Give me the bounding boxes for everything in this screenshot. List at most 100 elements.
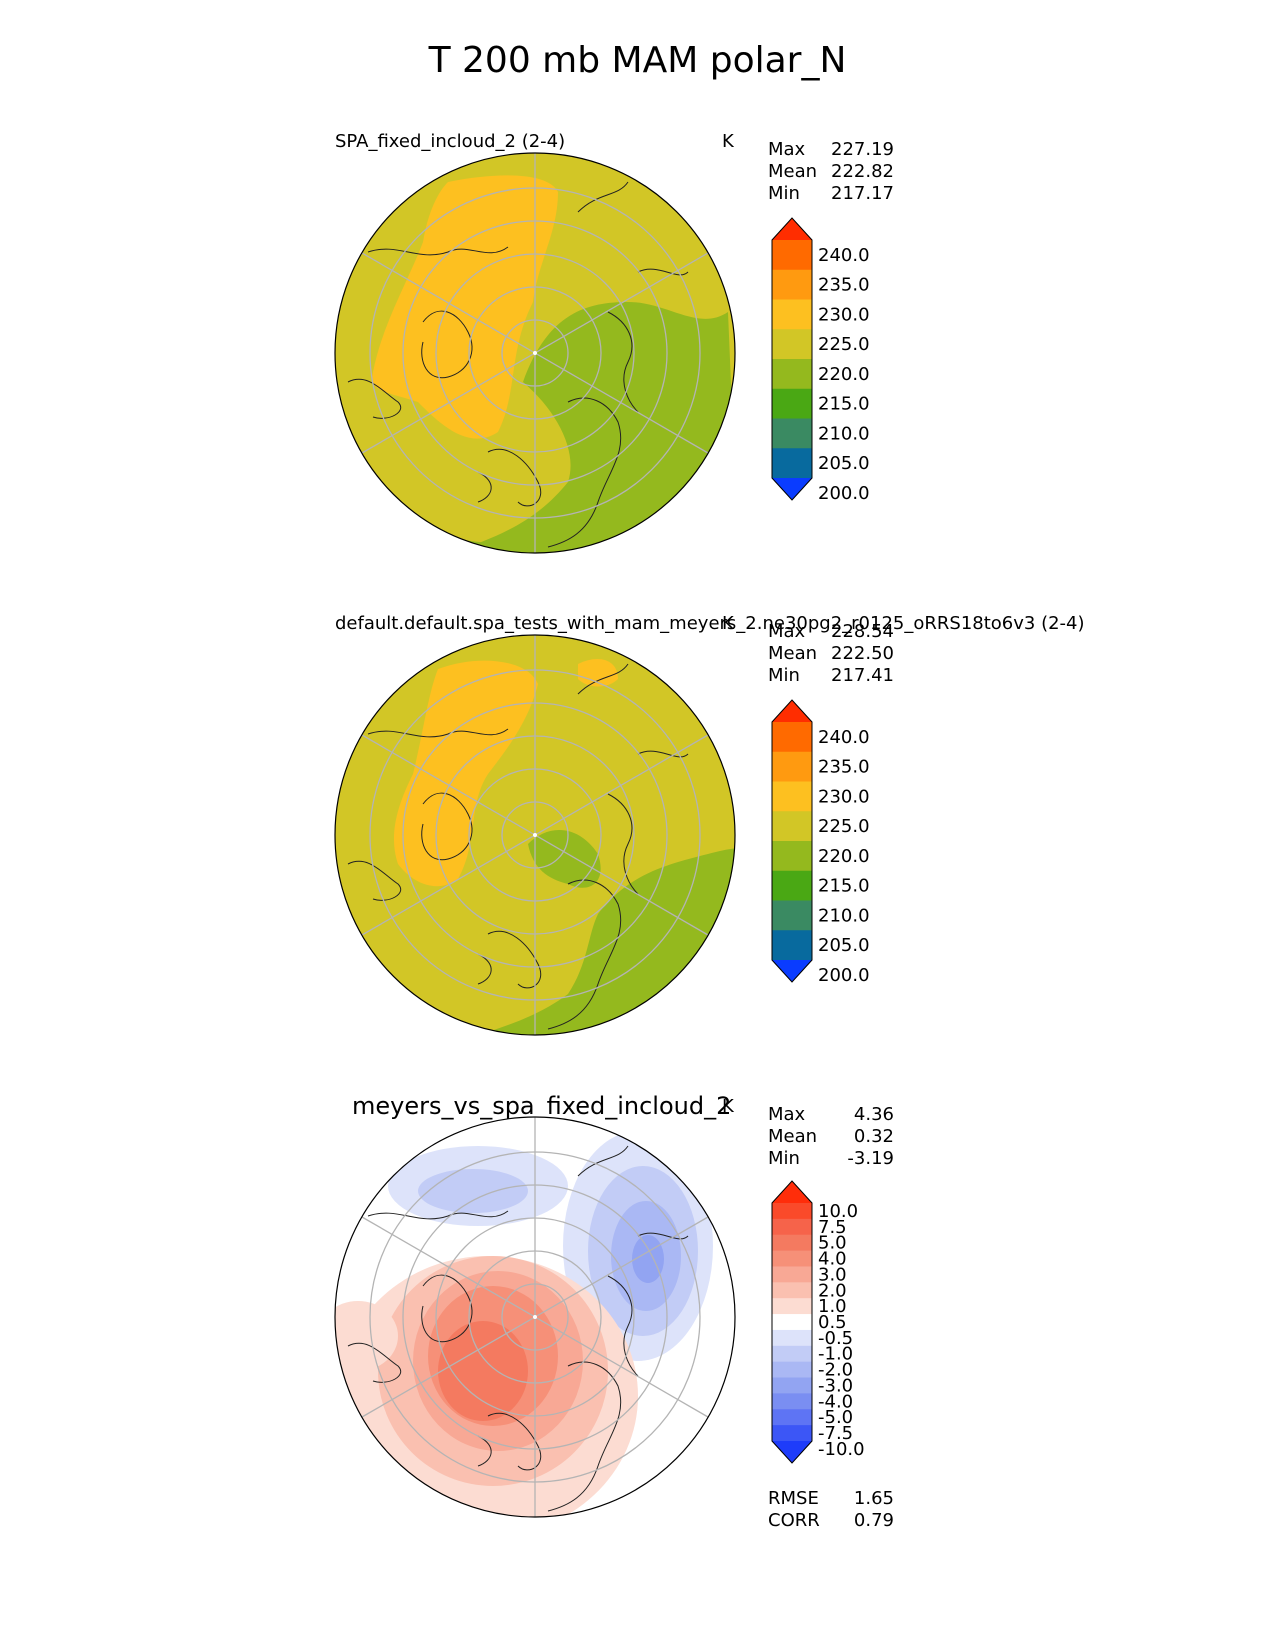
colorbar-bin bbox=[772, 1393, 812, 1410]
colorbar-tick-label: 230.0 bbox=[818, 304, 870, 325]
colorbar-tick-label: 2.0 bbox=[818, 1280, 847, 1301]
panel-1-stats: Max 227.19 Mean 222.82 Min 217.17 bbox=[768, 139, 894, 205]
colorbar-bin bbox=[772, 722, 812, 753]
coastlines bbox=[347, 1145, 689, 1512]
coastlines bbox=[347, 663, 689, 1030]
map-boundary bbox=[334, 1116, 736, 1518]
colorbar-bins bbox=[771, 1180, 813, 1464]
stat-value: 217.17 bbox=[831, 183, 894, 204]
colorbar-tick-label: 5.0 bbox=[818, 1233, 847, 1254]
field-cool-edge-west bbox=[335, 734, 343, 794]
field-cool-region bbox=[428, 302, 735, 553]
colorbar-bin bbox=[772, 1329, 812, 1347]
panel-3-colorbar: 10.07.55.04.03.02.01.00.5-0.5-1.0-2.0-3.… bbox=[771, 1180, 865, 1464]
colorbar-bin bbox=[772, 930, 812, 961]
colorbar-tick-label: 4.0 bbox=[818, 1249, 847, 1270]
colorbar-extend-max bbox=[772, 1181, 812, 1203]
colorbar-extend-max bbox=[772, 700, 812, 722]
metric-value: 0.79 bbox=[853, 1510, 894, 1531]
field-neg-core bbox=[632, 1235, 664, 1283]
stat-value: -3.19 bbox=[847, 1148, 894, 1169]
colorbar-bin bbox=[772, 751, 812, 782]
colorbar-bins bbox=[771, 217, 813, 501]
field-cool-region bbox=[528, 830, 601, 888]
stat-label: Min bbox=[768, 665, 800, 686]
metric-value: 1.65 bbox=[853, 1488, 894, 1509]
stat-value: 227.19 bbox=[831, 139, 894, 160]
figure-title: T 200 mb MAM polar_N bbox=[428, 40, 847, 81]
colorbar-bin bbox=[772, 1345, 812, 1363]
colorbar-bin bbox=[772, 388, 812, 419]
stat-label: Max bbox=[768, 621, 806, 642]
colorbar-tick-label: -10.0 bbox=[818, 1439, 865, 1460]
colorbar-bin bbox=[772, 1314, 812, 1331]
colorbar-bin bbox=[772, 1377, 812, 1394]
coastlines bbox=[347, 181, 689, 548]
colorbar-tick-label: 0.5 bbox=[818, 1312, 847, 1333]
colorbar-bin bbox=[772, 329, 812, 360]
field-warm-region bbox=[393, 660, 538, 887]
panel-3-metrics: RMSE 1.65 CORR 0.79 bbox=[768, 1488, 894, 1532]
panel-1-title: SPA_fixed_incloud_2 (2-4) bbox=[335, 131, 566, 152]
colorbar-tick-label: 200.0 bbox=[818, 483, 870, 504]
panel-2-map bbox=[334, 634, 736, 1036]
stat-label: Mean bbox=[768, 1126, 818, 1147]
colorbar-extend-min bbox=[772, 1441, 812, 1463]
field-pos-core bbox=[438, 1321, 528, 1421]
colorbar-tick-label: 1.0 bbox=[818, 1296, 847, 1317]
colorbar-tick-label: 7.5 bbox=[818, 1217, 847, 1238]
colorbar-tick-label: 235.0 bbox=[818, 757, 870, 778]
colorbar-tick-label: 230.0 bbox=[818, 786, 870, 807]
colorbar-tick-label: 235.0 bbox=[818, 275, 870, 296]
colorbar-bin bbox=[772, 1361, 812, 1379]
colorbar-tick-label: 215.0 bbox=[818, 394, 870, 415]
colorbar-tick-label: -5.0 bbox=[818, 1407, 853, 1428]
colorbar-tick-label: 220.0 bbox=[818, 364, 870, 385]
colorbar-bin bbox=[772, 269, 812, 300]
colorbar-bin bbox=[772, 1234, 812, 1252]
colorbar-tick-label: -3.0 bbox=[818, 1375, 853, 1396]
panel-2-stats: Max 228.54 Mean 222.50 Min 217.41 bbox=[768, 621, 894, 687]
colorbar-tick-label: 205.0 bbox=[818, 453, 870, 474]
colorbar-bin bbox=[772, 299, 812, 330]
colorbar-tick-label: 210.0 bbox=[818, 905, 870, 926]
panel-1-units: K bbox=[722, 131, 734, 152]
colorbar-extend-max bbox=[772, 218, 812, 240]
colorbar-bin bbox=[772, 870, 812, 901]
colorbar-bin bbox=[772, 900, 812, 931]
colorbar-tick-label: 240.0 bbox=[818, 245, 870, 266]
colorbar-ticks: 240.0 235.0 230.0 225.0 220.0 215.0 210.0 205.0… bbox=[818, 727, 870, 986]
panel-3-map bbox=[334, 1116, 736, 1518]
panel-1-map bbox=[334, 152, 736, 554]
colorbar-bin bbox=[772, 1409, 812, 1426]
colorbar-tick-label: 200.0 bbox=[818, 965, 870, 986]
colorbar-tick-label: 225.0 bbox=[818, 334, 870, 355]
colorbar-ticks: 240.0 235.0 230.0 225.0 220.0 215.0 210.0 205.0… bbox=[818, 245, 870, 504]
colorbar-extend-min bbox=[772, 478, 812, 500]
stat-label: Mean bbox=[768, 161, 818, 182]
colorbar-bin bbox=[772, 781, 812, 812]
stat-value: 228.54 bbox=[831, 621, 894, 642]
map-boundary bbox=[334, 152, 736, 554]
panel-3-title: meyers_vs_spa_fixed_incloud_2 bbox=[352, 1092, 732, 1120]
colorbar-extend-min bbox=[772, 960, 812, 982]
panel-2-title: default.default.spa_tests_with_mam_meyer… bbox=[335, 613, 1085, 634]
panel-2-colorbar: 240.0 235.0 230.0 225.0 220.0 215.0 210.0 205.0… bbox=[771, 699, 870, 986]
colorbar-tick-label: 215.0 bbox=[818, 876, 870, 897]
field-warm-region bbox=[372, 175, 558, 439]
colorbar-bin bbox=[772, 1425, 812, 1442]
metric-label: CORR bbox=[768, 1510, 820, 1531]
colorbar-tick-label: -7.5 bbox=[818, 1423, 853, 1444]
colorbar-bin bbox=[772, 1298, 812, 1315]
field-warm-spot bbox=[578, 659, 618, 687]
stat-label: Mean bbox=[768, 643, 818, 664]
stat-label: Max bbox=[768, 139, 806, 160]
colorbar-bin bbox=[772, 1282, 812, 1299]
panel-1-colorbar: 240.0 235.0 230.0 225.0 220.0 215.0 210.0 205.0… bbox=[771, 217, 870, 504]
map-boundary bbox=[334, 634, 736, 1036]
stat-label: Min bbox=[768, 1148, 800, 1169]
field-neg-band bbox=[418, 1169, 528, 1213]
colorbar-outline bbox=[771, 1180, 813, 1464]
colorbar-outline bbox=[771, 699, 813, 983]
colorbar-bin bbox=[772, 1266, 812, 1283]
